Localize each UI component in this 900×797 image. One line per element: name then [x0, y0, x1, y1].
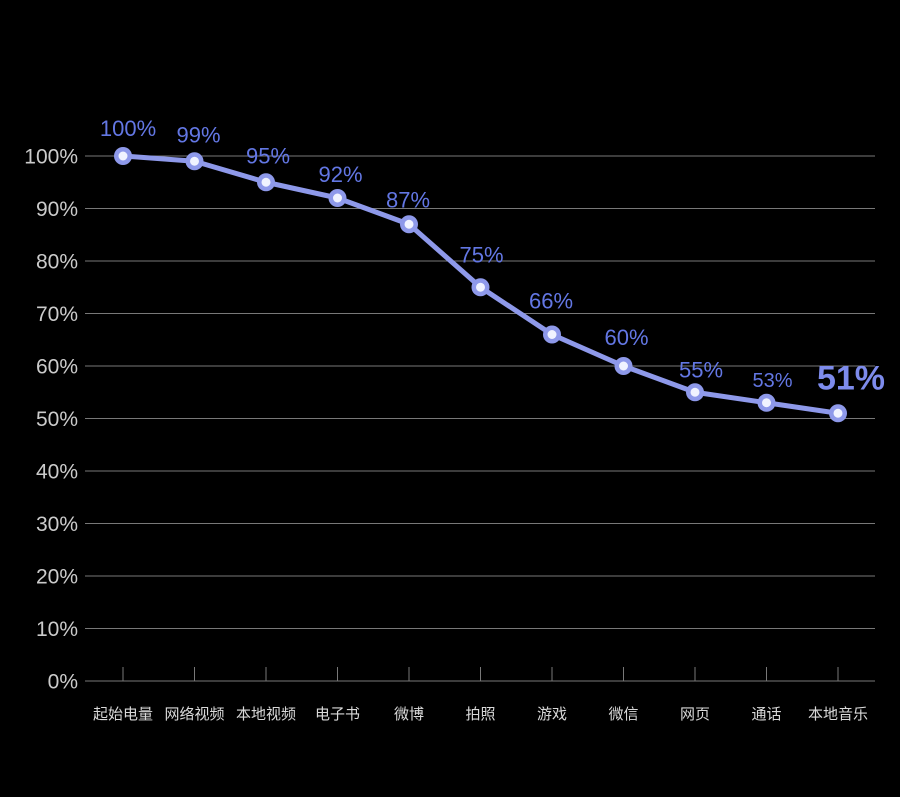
- x-axis-label: 微信: [608, 706, 638, 723]
- data-point-label: 100%: [100, 116, 156, 141]
- x-axis-label: 游戏: [537, 706, 567, 723]
- data-point-label: 92%: [318, 162, 362, 187]
- data-point-center: [619, 361, 628, 371]
- data-point-center: [333, 193, 342, 203]
- y-axis-label: 100%: [24, 146, 78, 169]
- data-point-center: [190, 156, 199, 166]
- x-axis-label: 电子书: [315, 706, 360, 723]
- y-axis-label: 0%: [48, 671, 78, 694]
- y-axis-label: 40%: [36, 461, 78, 484]
- data-point-label: 53%: [752, 370, 792, 392]
- y-axis-label: 50%: [36, 408, 78, 431]
- y-axis-label: 20%: [36, 566, 78, 589]
- data-point-center: [118, 151, 128, 161]
- y-axis-label: 30%: [36, 513, 78, 536]
- y-axis-label: 80%: [36, 251, 78, 274]
- data-point-label: 95%: [246, 143, 290, 168]
- data-point-center: [833, 408, 843, 418]
- x-axis-label: 起始电量: [93, 706, 153, 723]
- data-point-center: [762, 398, 771, 408]
- y-axis-label: 70%: [36, 303, 78, 326]
- data-point-label: 60%: [604, 325, 648, 350]
- y-axis-label: 60%: [36, 356, 78, 379]
- data-point-center: [690, 387, 700, 397]
- x-axis-label: 本地音乐: [808, 706, 868, 723]
- x-axis-label: 本地视频: [236, 706, 296, 723]
- data-point-center: [261, 177, 271, 187]
- x-axis-label: 拍照: [465, 706, 495, 723]
- x-axis-label: 网页: [680, 706, 710, 723]
- data-point-label: 55%: [679, 357, 723, 382]
- x-axis-label: 通话: [751, 706, 781, 723]
- data-point-center: [547, 330, 557, 339]
- y-axis-label: 10%: [36, 618, 78, 641]
- data-point-label: 99%: [176, 122, 220, 147]
- x-axis-label: 微博: [394, 706, 424, 723]
- y-axis-label: 90%: [36, 198, 78, 221]
- x-axis-label: 网络视频: [164, 706, 224, 723]
- data-point-label: 87%: [386, 187, 430, 212]
- data-point-label: 75%: [459, 242, 503, 267]
- final-value-label: 51%: [817, 359, 885, 397]
- data-point-center: [404, 219, 414, 229]
- data-point-label: 66%: [529, 289, 573, 314]
- data-point-center: [476, 282, 485, 292]
